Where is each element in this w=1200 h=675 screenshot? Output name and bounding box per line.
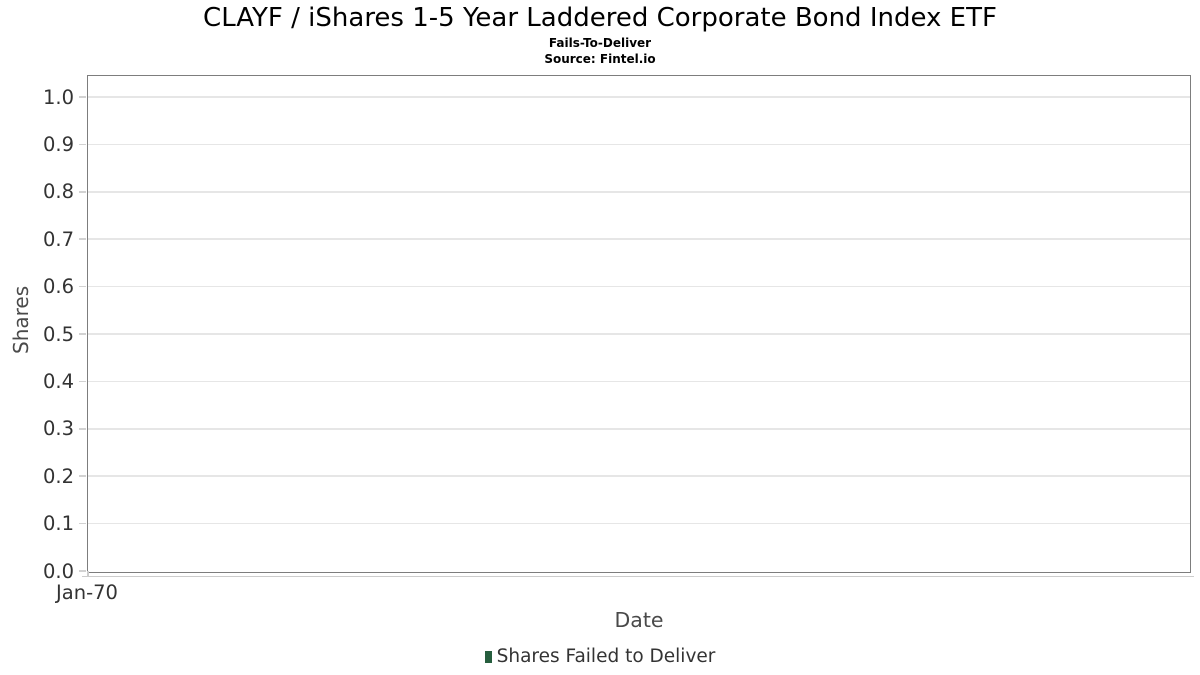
y-tick-label: 0.9: [42, 132, 74, 156]
y-axis-title: Shares: [9, 285, 33, 354]
gridline: [88, 143, 1190, 146]
y-axis-tick: [79, 522, 86, 525]
gridline: [88, 285, 1190, 288]
y-axis-tick: [79, 96, 86, 98]
gridline: [88, 475, 1190, 477]
chart-source-credit: Source: Fintel.io: [544, 52, 656, 66]
y-axis-tick: [79, 285, 86, 288]
chart-subtitle: Fails-To-Deliver: [548, 36, 652, 50]
y-axis-tick: [79, 143, 86, 146]
y-tick-label: 0.5: [42, 322, 74, 346]
y-axis-tick: [79, 191, 86, 193]
y-tick-label: 0.1: [42, 512, 74, 536]
x-tick-label: Jan-70: [56, 581, 118, 604]
y-tick-label: 0.8: [42, 180, 74, 204]
gridline: [88, 380, 1190, 383]
legend-marker-icon: [484, 650, 492, 663]
gridline: [88, 428, 1190, 430]
legend-item[interactable]: Shares Failed to Deliver: [484, 646, 716, 667]
y-tick-label: 0.2: [42, 464, 74, 488]
y-axis-tick: [79, 428, 86, 430]
y-tick-label: 0.3: [42, 417, 74, 441]
gridline: [88, 522, 1190, 525]
y-tick-label: 1.0: [42, 85, 74, 109]
x-axis-title: Date: [614, 608, 664, 632]
y-axis-tick: [79, 475, 86, 477]
legend-label: Shares Failed to Deliver: [496, 646, 716, 667]
y-tick-label: 0.4: [42, 369, 74, 393]
y-axis-tick: [79, 380, 86, 383]
x-axis-line: [82, 575, 1194, 577]
x-axis-tick: [87, 571, 89, 576]
y-axis-tick: [79, 333, 86, 335]
gridline: [88, 96, 1190, 98]
y-axis-tick: [79, 570, 86, 572]
gridline: [88, 191, 1190, 193]
y-axis-tick: [79, 238, 86, 240]
y-tick-label: 0.6: [42, 275, 74, 299]
chart-title: CLAYF / iShares 1-5 Year Laddered Corpor…: [203, 3, 997, 33]
gridline: [88, 238, 1190, 240]
legend: Shares Failed to Deliver: [0, 646, 1200, 667]
y-tick-label: 0.7: [42, 227, 74, 251]
gridline: [88, 333, 1190, 335]
y-tick-label: 0.0: [42, 559, 74, 583]
plot-area: 0.0 0.1 0.2 0.3 0.4 0.5 0.6 0.7 0.8 0.9 1.0: [43, 75, 1191, 583]
